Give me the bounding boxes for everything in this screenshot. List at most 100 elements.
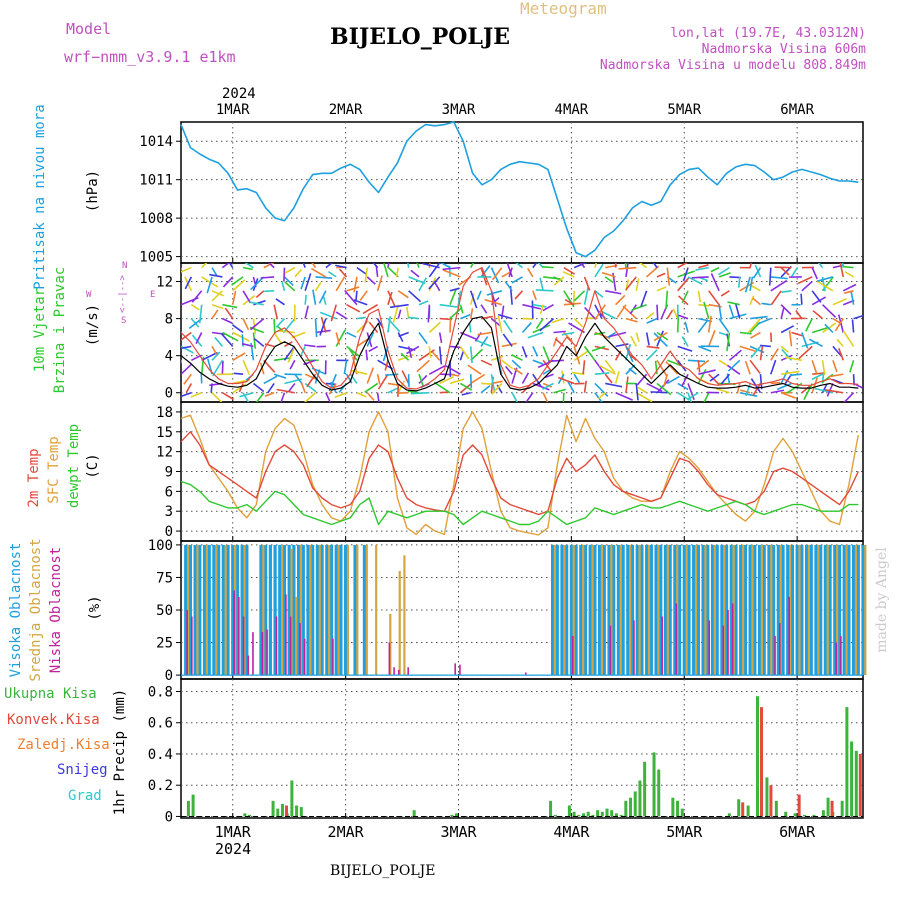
- precip-bar: [830, 800, 834, 817]
- wind-arrow: [718, 304, 723, 320]
- wind-arrow: [553, 276, 565, 286]
- wind-arrow: [697, 368, 707, 384]
- wind-arrow: [190, 391, 202, 398]
- wind-arrow: [832, 345, 843, 358]
- wind-arrow: [406, 345, 420, 355]
- wind-arrow: [431, 351, 441, 361]
- temp-ylabel-dewpt: dewpt Temp: [66, 424, 82, 508]
- wind-labels: 10m Vjetar Brzina i Pravac (m/s) N W <--…: [32, 261, 155, 393]
- wind-arrow: [273, 304, 279, 320]
- cloud-bar: [563, 544, 566, 676]
- wind-arrow: [364, 267, 369, 283]
- wind-arrow: [678, 314, 689, 320]
- wind-arrow: [221, 360, 224, 375]
- wind-arrow: [314, 318, 318, 338]
- wind-arrow: [418, 373, 424, 387]
- wind-arrow: [720, 290, 730, 297]
- wind-arrow: [366, 276, 376, 285]
- wind-arrow: [561, 331, 575, 336]
- wind-arrow: [221, 392, 234, 401]
- wind-arrow: [650, 391, 668, 394]
- wind-arrow: [428, 263, 441, 278]
- wind-arrow: [325, 392, 331, 402]
- wind-arrow: [397, 290, 409, 299]
- wind-arrow: [469, 346, 473, 364]
- precip-bar: [412, 810, 416, 817]
- wind-arrow: [761, 302, 771, 306]
- wind-arrow: [222, 331, 239, 342]
- wind-ylabel-1: 10m Vjetar: [32, 288, 48, 372]
- wind-arrow: [594, 382, 609, 397]
- wind-arrow: [460, 314, 471, 320]
- wind-arrow: [656, 286, 667, 292]
- wind-arrow: [283, 276, 294, 286]
- cloud-bar: [610, 544, 613, 676]
- wind-arrow: [615, 343, 629, 348]
- wind-arrow: [637, 386, 648, 394]
- precip-bar: [290, 780, 294, 817]
- wind-arrow: [532, 346, 539, 357]
- cloud-bar: [550, 544, 555, 676]
- wind-arrow: [506, 263, 513, 278]
- watermark: made by Angel: [874, 547, 890, 653]
- cloud-bar: [299, 544, 303, 676]
- precip-bar: [854, 750, 858, 817]
- wind-arrow: [583, 380, 587, 393]
- cloud-ytick-label: 50: [156, 603, 173, 619]
- cloud-bar: [666, 544, 669, 676]
- wind-arrow: [656, 382, 672, 396]
- precip-bar: [600, 811, 604, 817]
- wind-arrow: [811, 290, 822, 303]
- cloud-bar: [233, 590, 235, 676]
- top-day-label: 5MAR: [667, 102, 701, 118]
- wind-arrow: [376, 392, 380, 402]
- wind-arrow: [442, 269, 461, 278]
- cloud-bar: [687, 544, 691, 676]
- wind-arrow: [211, 290, 224, 297]
- cloud-bar: [778, 623, 781, 676]
- wind-arrow: [211, 267, 218, 276]
- wind-unit: (m/s): [85, 304, 101, 346]
- cloud-bar: [311, 544, 315, 676]
- precip-frame: [180, 678, 864, 819]
- cloud-bar: [303, 638, 306, 676]
- wind-arrow: [656, 304, 659, 321]
- wind-arrow: [348, 347, 358, 361]
- wind-arrow: [238, 383, 244, 393]
- wind-arrow: [201, 263, 208, 269]
- wind-arrow: [392, 304, 400, 323]
- wind-arrow: [356, 316, 366, 320]
- precip-bar: [191, 794, 195, 817]
- cloud-bar: [823, 544, 827, 676]
- cloud-bar: [727, 610, 729, 676]
- wind-arrow: [598, 364, 616, 375]
- wind-arrow: [407, 390, 420, 394]
- wind-arrow: [677, 263, 688, 269]
- wind-arrow: [770, 389, 785, 394]
- wind-arrow: [594, 372, 610, 375]
- bottom-day-label: 4MAR: [553, 823, 590, 841]
- wind-arrow: [328, 383, 337, 395]
- wind-arrow: [707, 315, 712, 333]
- precip-bar: [276, 808, 280, 817]
- precip-bar: [774, 800, 778, 817]
- cloud-bar: [851, 544, 856, 676]
- wind-arrow: [624, 263, 627, 268]
- wind-arrow: [280, 392, 286, 402]
- wind-arrow: [395, 267, 400, 278]
- cloud-bar: [188, 544, 193, 676]
- wind-arrow: [376, 275, 383, 292]
- wind-arrow: [684, 321, 689, 333]
- cloud-bar: [226, 544, 230, 676]
- precip-bar: [727, 813, 731, 817]
- wind-arrow: [798, 345, 813, 360]
- wind-arrow: [727, 301, 740, 306]
- wind-arrow: [422, 263, 440, 269]
- wind-arrow: [542, 304, 554, 312]
- cloud-bar: [389, 613, 392, 676]
- wind-arrow: [439, 303, 458, 308]
- cloud-ytick-label: 100: [148, 538, 173, 554]
- wind-arrow: [828, 373, 844, 378]
- cloud-bar: [682, 544, 686, 676]
